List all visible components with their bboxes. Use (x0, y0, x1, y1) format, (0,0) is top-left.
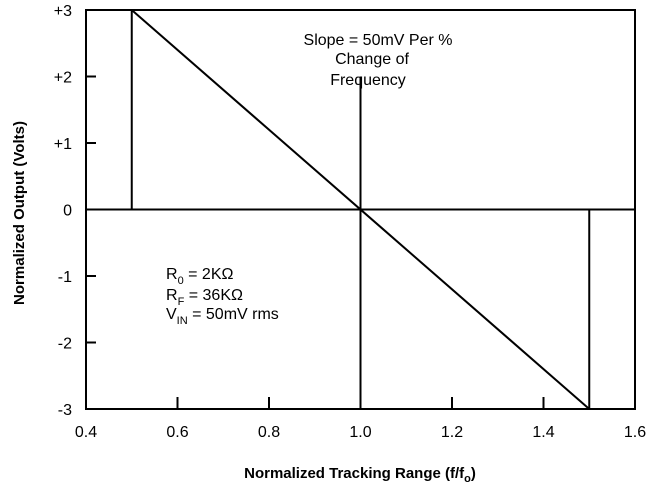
x-tick-label: 0.4 (75, 424, 97, 441)
output-line (131, 9, 590, 410)
y-tick-label: +2 (54, 70, 72, 87)
slope-annotation-line-3: Frequency (330, 72, 406, 89)
y-tick-label: -3 (58, 402, 72, 419)
x-tick-label: 1.0 (349, 424, 371, 441)
y-tick-label: -1 (58, 269, 72, 286)
y-axis-label: Normalized Output (Volts) (11, 121, 28, 305)
y-tick-label: +1 (54, 136, 72, 153)
y-tick-label: 0 (63, 203, 72, 220)
rf-annotation: RF = 36KΩ (166, 287, 243, 308)
slope-annotation-line-2: Change of (335, 51, 409, 68)
x-axis-label: Normalized Tracking Range (f/fo) (244, 465, 476, 485)
x-tick-label: 1.4 (532, 424, 554, 441)
y-tick-label: -2 (58, 336, 72, 353)
x-tick-label: 1.6 (624, 424, 646, 441)
y-tick-label: +3 (54, 3, 72, 20)
x-tick-label: 0.8 (258, 424, 280, 441)
vin-annotation: VIN = 50mV rms (166, 306, 279, 327)
r0-annotation: R0 = 2KΩ (166, 266, 233, 287)
x-tick-label: 0.6 (166, 424, 188, 441)
slope-annotation-line-1: Slope = 50mV Per % (304, 32, 453, 49)
x-tick-label: 1.2 (441, 424, 463, 441)
